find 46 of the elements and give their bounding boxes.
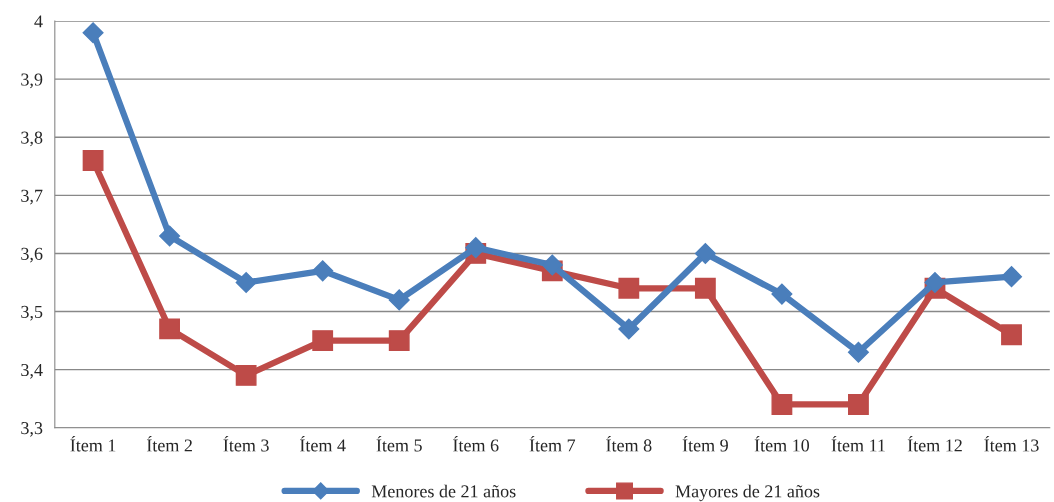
point: [82, 22, 104, 44]
point: [771, 394, 793, 415]
y-tick-label: 3,8: [21, 131, 43, 147]
point: [924, 271, 946, 293]
point: [847, 341, 869, 363]
point: [388, 289, 410, 311]
x-tick-label: Ítem 3: [223, 435, 269, 452]
point: [235, 365, 257, 386]
point: [1000, 266, 1023, 288]
x-tick-label: Ítem 5: [376, 435, 422, 452]
point: [312, 330, 334, 351]
point: [1001, 324, 1022, 346]
y-tick-label: 3,5: [21, 305, 43, 321]
point: [235, 271, 257, 293]
point: [159, 225, 181, 247]
x-tick-label: Ítem 10: [754, 435, 810, 452]
y-tick-label: 3,7: [21, 189, 43, 205]
point: [694, 242, 716, 264]
point: [312, 260, 334, 282]
x-tick-label: Ítem 12: [907, 435, 962, 452]
point: [465, 237, 487, 259]
legend-label: Mayores de 21 años: [675, 484, 820, 502]
x-tick-label: Ítem 11: [831, 435, 885, 452]
y-tick-label: 3,6: [21, 247, 43, 263]
point: [771, 283, 793, 305]
point: [618, 318, 640, 340]
legend-label: Menores de 21 años: [371, 484, 516, 498]
y-tick-label: 4: [34, 15, 43, 28]
y-tick-label: 3,9: [21, 73, 43, 89]
x-tick-label: Ítem 9: [682, 435, 728, 452]
x-tick-label: Ítem 2: [146, 435, 192, 452]
point: [159, 318, 181, 340]
x-tick-label: Ítem 1: [70, 435, 116, 452]
point: [82, 150, 104, 171]
point: [618, 277, 640, 299]
point: [388, 330, 410, 351]
x-tick-label: Ítem 4: [300, 435, 346, 452]
y-tick-label: 3,4: [21, 363, 43, 379]
x-tick-label: Ítem 13: [984, 435, 1039, 452]
point: [694, 277, 716, 299]
x-tick-label: Ítem 6: [453, 435, 499, 452]
point: [541, 254, 563, 276]
y-tick-label: 3,3: [21, 422, 43, 437]
x-tick-label: Ítem 7: [529, 435, 576, 452]
point: [848, 394, 869, 415]
x-tick-label: Ítem 8: [606, 435, 652, 452]
